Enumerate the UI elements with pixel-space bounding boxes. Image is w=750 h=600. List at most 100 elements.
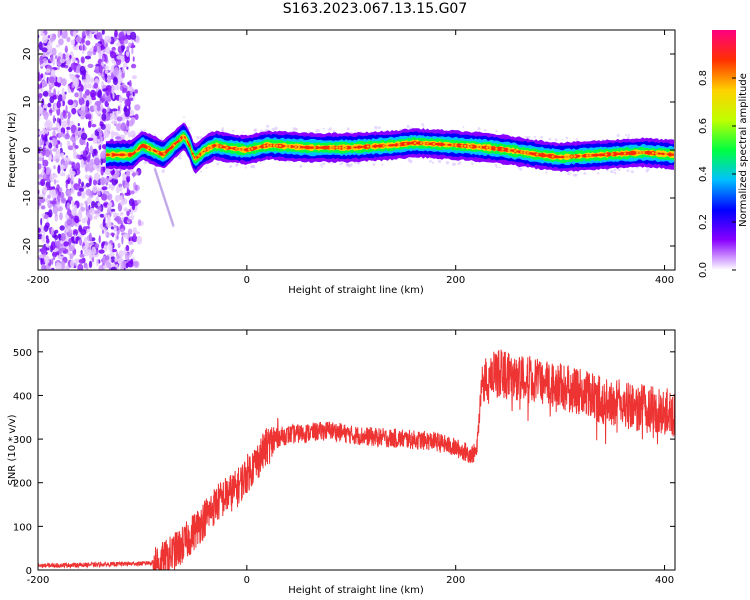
noise-blob [83,82,88,92]
noise-blob [88,260,93,268]
ridge-peak-dot [592,154,595,157]
noise-blob [85,203,88,213]
noise-blob [42,167,45,175]
noise-blob [89,250,93,257]
noise-blob [113,112,117,116]
noise-blob [85,188,92,196]
ridge-peak-dot [160,152,163,155]
ridge-peak-dot [207,147,210,150]
noise-blob [71,199,75,208]
ridge-halo-dot [196,135,200,140]
ridge-halo-dot [140,129,144,133]
noise-blob [125,262,129,269]
noise-blob [57,90,60,96]
ridge-peak-dot [122,153,125,156]
noise-blob [57,233,62,239]
noise-blob [126,126,130,130]
ridge-halo-dot [242,131,244,133]
noise-blob [104,132,110,138]
ridge-peak-dot [582,154,586,157]
ridge-peak-dot [197,154,200,157]
y-tick-label: -10 [22,190,33,206]
noise-blob [60,198,67,203]
ridge-halo-dot [143,161,147,165]
noise-blob [82,245,88,252]
ridge-peak-dot [388,144,392,147]
noise-blob [110,252,115,257]
noise-blob [111,208,116,212]
noise-blob [120,199,125,206]
ridge-peak-dot [432,142,435,146]
noise-blob [47,194,51,199]
ridge-halo-dot [274,126,278,131]
noise-blob [51,267,55,270]
noise-blob [132,91,135,97]
y-tick-label: 200 [13,479,32,490]
noise-blob [85,106,88,114]
noise-blob [132,56,135,62]
noise-blob [59,244,62,249]
noise-blob [38,157,43,162]
noise-blob [51,33,56,41]
ridge-peak-dot [135,149,138,153]
noise-blob [105,35,112,44]
noise-blob [134,231,141,235]
spectrogram-x-label: Height of straight line (km) [288,285,424,296]
ridge-peak-dot [172,144,175,147]
noise-blob [52,189,57,199]
ridge-halo-dot [251,165,256,169]
noise-blob [79,187,84,192]
ridge-halo-dot [483,129,487,132]
noise-blob [86,30,90,36]
noise-blob [123,233,129,239]
noise-blob [91,45,94,51]
noise-blob [84,225,91,230]
noise-blob [89,145,94,155]
noise-blob [111,248,117,253]
noise-blob [70,245,75,252]
noise-blob [108,242,112,251]
noise-blob [85,182,91,188]
noise-blob [79,238,83,246]
noise-blob [130,116,136,125]
noise-blob [58,248,62,254]
noise-blob [98,235,101,244]
ridge-halo-dot [527,136,531,139]
x-tick-label: 200 [446,575,465,586]
ridge-peak-dot [279,144,282,148]
ridge-halo-dot [627,136,630,140]
noise-blob [87,137,94,141]
noise-blob [96,46,102,54]
ridge-peak-dot [438,143,442,146]
noise-blob [126,218,132,223]
noise-blob [53,88,56,97]
noise-blob [86,83,92,89]
noise-blob [100,74,105,78]
noise-blob [80,229,87,236]
noise-blob [99,152,106,159]
ridge-halo-dot [209,130,212,133]
ridge-peak-dot [376,144,379,148]
noise-blob [70,62,77,70]
ridge-peak-dot [579,154,583,158]
noise-blob [111,108,118,112]
noise-blob [85,265,89,270]
noise-blob [86,155,91,163]
ridge-peak-dot [655,152,658,155]
noise-blob [59,132,64,138]
noise-blob [51,127,59,131]
noise-blob [48,76,55,84]
ridge-halo-dot [519,167,523,171]
noise-blob [95,210,101,214]
ridge-halo-dot [613,171,617,175]
ridge-peak-dot [254,146,257,150]
ridge-halo-dot [625,134,628,137]
x-tick-label: 400 [655,275,674,286]
ridge-peak-dot [210,145,213,149]
ridge-halo-dot [232,129,235,133]
noise-blob [94,30,98,35]
noise-blob [122,87,128,93]
noise-blob [86,163,92,168]
noise-blob [52,115,56,124]
ridge-peak-dot [341,146,345,149]
